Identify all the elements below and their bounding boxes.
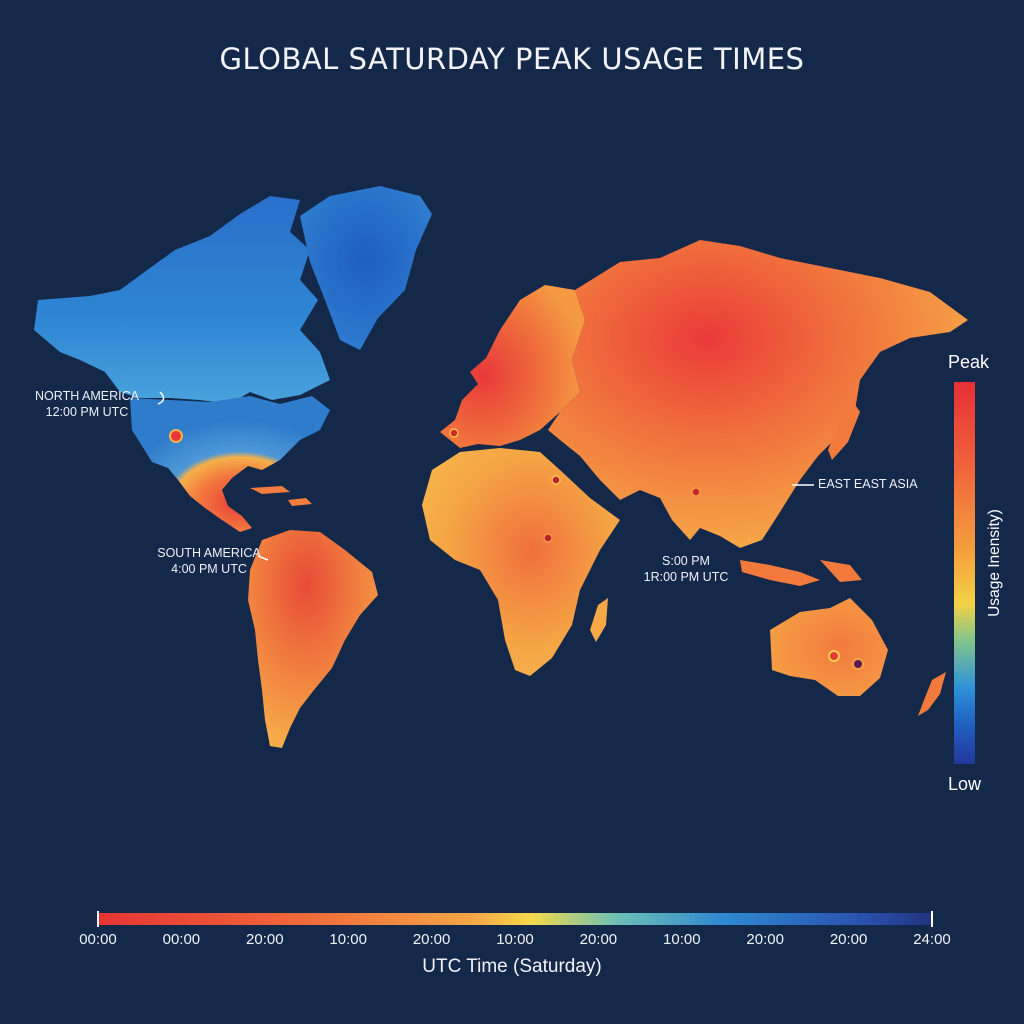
- region-caribbean: [250, 486, 312, 506]
- time-tick-label: 20:00: [829, 931, 868, 948]
- region-africa: [422, 448, 620, 676]
- region-europe: [440, 285, 585, 448]
- leader-north-america: [157, 391, 165, 405]
- callout-east-asia: EAST EAST ASIA: [818, 476, 918, 492]
- callout-south-asia: S:00 PM 1R:00 PM UTC: [630, 553, 742, 585]
- time-tick-label: 24:00: [913, 931, 951, 948]
- time-tick-label: 20:00: [579, 931, 618, 948]
- map-title: GLOBAL SATURDAY PEAK USAGE TIMES: [219, 42, 805, 76]
- region-asia: [548, 240, 968, 548]
- region-indonesia: [740, 560, 862, 586]
- time-tick-label: 10:00: [496, 931, 534, 948]
- hotspot-middle-east: [551, 475, 561, 485]
- callout-south-asia-line2: 1R:00 PM UTC: [643, 570, 729, 584]
- region-australia: [770, 598, 888, 696]
- callout-north-america-time: 12:00 PM UTC: [45, 405, 129, 419]
- callout-south-asia-line1: S:00 PM: [662, 554, 710, 568]
- callout-north-america: NORTH AMERICA 12:00 PM UTC: [28, 388, 146, 420]
- time-tick-label: 10:00: [329, 931, 367, 948]
- time-tick-label: 00:00: [162, 931, 201, 948]
- time-axis-ticks: 00:00 00:00 20:00 10:00 20:00 10:00 20:00 10:00…: [0, 931, 1024, 953]
- hotspot-australia-a: [828, 650, 840, 662]
- callout-south-america-time: 4:00 PM UTC: [171, 562, 247, 576]
- hotspot-north-america: [169, 429, 183, 443]
- region-new-zealand: [918, 672, 946, 716]
- callout-south-america: SOUTH AMERICA 4:00 PM UTC: [150, 545, 268, 577]
- time-tick-label: 00:00: [79, 931, 117, 948]
- callout-north-america-region: NORTH AMERICA: [35, 389, 139, 403]
- utc-time-gradient-bar: [97, 911, 933, 927]
- legend-color-scale: [954, 382, 975, 764]
- callout-east-asia-label: EAST EAST ASIA: [818, 477, 918, 491]
- hotspot-africa: [543, 533, 553, 543]
- time-tick-label: 20:00: [246, 931, 284, 948]
- region-madagascar: [590, 598, 608, 642]
- region-usa-mexico: [130, 396, 330, 532]
- time-tick-label: 20:00: [746, 931, 784, 948]
- leader-south-america: [257, 555, 269, 561]
- legend-low-label: Low: [948, 774, 982, 794]
- hotspot-india: [691, 487, 701, 497]
- hotspot-australia-b: [852, 658, 864, 670]
- region-greenland: [300, 186, 432, 350]
- region-canada: [34, 196, 330, 404]
- callout-south-america-region: SOUTH AMERICA: [157, 546, 261, 560]
- time-tick-label: 20:00: [412, 931, 451, 948]
- legend-axis-label: Usage Inensity): [986, 509, 1003, 617]
- time-axis-label: UTC Time (Saturday): [422, 956, 602, 977]
- legend-peak-label: Peak: [948, 352, 990, 372]
- hotspot-europe: [449, 428, 459, 438]
- region-south-america: [248, 530, 378, 748]
- time-tick-label: 10:00: [663, 931, 701, 948]
- region-japan: [828, 400, 860, 460]
